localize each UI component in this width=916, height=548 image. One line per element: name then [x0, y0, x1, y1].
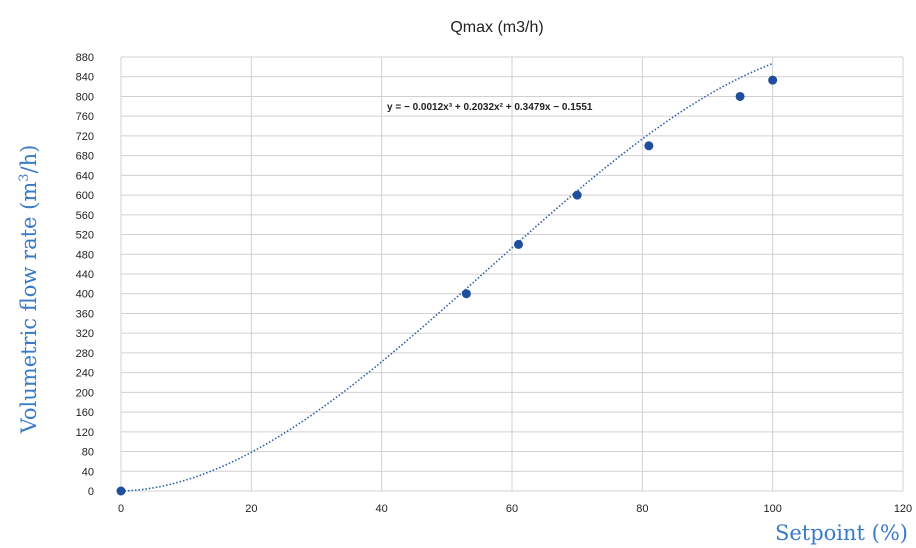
- x-tick-label: 40: [376, 503, 388, 515]
- data-point: [735, 91, 745, 101]
- y-tick-label: 80: [82, 447, 94, 459]
- data-point: [116, 486, 126, 496]
- data-point: [514, 239, 524, 249]
- x-axis-ticks: 0 20 40 60 80 100 120: [118, 503, 912, 515]
- grid: [120, 56, 904, 492]
- y-tick-label: 0: [88, 486, 94, 498]
- y-tick-label: 40: [82, 466, 94, 478]
- y-tick-label: 720: [76, 131, 94, 143]
- y-axis-title: Volumetric flow rate (m3/h): [17, 145, 41, 435]
- x-tick-label: 80: [636, 503, 648, 515]
- trendline: [120, 62, 773, 492]
- y-tick-label: 360: [76, 308, 94, 320]
- y-tick-label: 440: [76, 269, 94, 281]
- y-tick-label: 600: [76, 190, 94, 202]
- y-tick-label: 320: [76, 328, 94, 340]
- chart-title: Qmax (m3/h): [450, 19, 543, 36]
- data-points: [116, 75, 778, 496]
- y-axis-ticks: 0 40 80 120 160 200 240 280 320 360 400 440 480 520 56…: [76, 52, 94, 498]
- y-tick-label: 560: [76, 210, 94, 222]
- y-tick-label: 760: [76, 111, 94, 123]
- trendline-equation: y = − 0.0012x³ + 0.2032x² + 0.3479x − 0.…: [387, 102, 593, 113]
- y-tick-label: 200: [76, 387, 94, 399]
- x-axis-title: Setpoint (%): [775, 521, 908, 545]
- data-point: [572, 190, 582, 200]
- y-tick-label: 280: [76, 348, 94, 360]
- y-tick-label: 880: [76, 52, 94, 64]
- y-tick-label: 160: [76, 407, 94, 419]
- x-tick-label: 120: [894, 503, 912, 515]
- x-tick-label: 100: [763, 503, 781, 515]
- y-tick-label: 240: [76, 368, 94, 380]
- y-tick-label: 520: [76, 230, 94, 242]
- data-point: [768, 75, 778, 85]
- y-tick-label: 800: [76, 91, 94, 103]
- x-tick-label: 60: [506, 503, 518, 515]
- y-tick-label: 680: [76, 151, 94, 163]
- y-tick-label: 840: [76, 72, 94, 84]
- data-point: [644, 141, 654, 151]
- data-point: [461, 289, 471, 299]
- x-tick-label: 0: [118, 503, 124, 515]
- y-tick-label: 120: [76, 427, 94, 439]
- y-tick-label: 640: [76, 170, 94, 182]
- y-tick-label: 400: [76, 289, 94, 301]
- y-tick-label: 480: [76, 249, 94, 261]
- x-tick-label: 20: [245, 503, 257, 515]
